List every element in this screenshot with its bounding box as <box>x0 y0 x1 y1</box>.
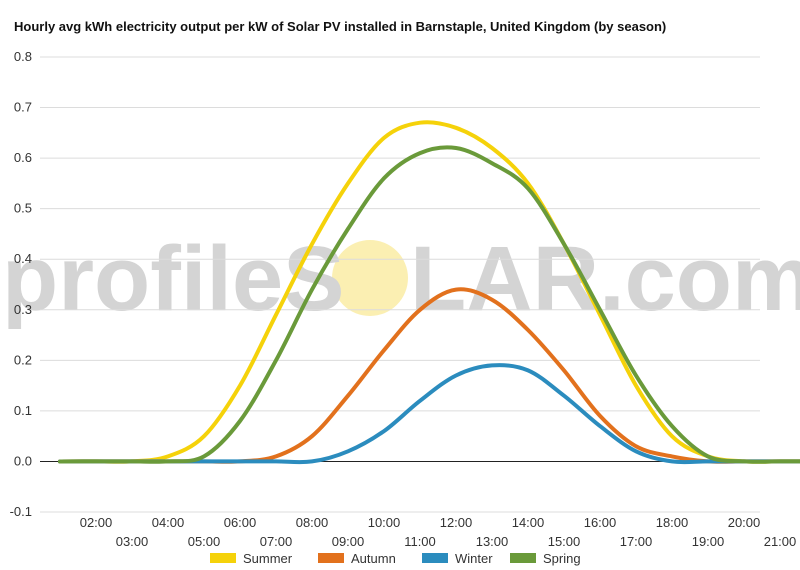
x-tick-label: 11:00 <box>404 534 436 549</box>
x-tick-label: 12:00 <box>440 515 473 530</box>
series-lines <box>58 120 800 465</box>
y-tick-label: -0.1 <box>10 504 32 519</box>
legend-swatch-spring <box>510 553 536 563</box>
y-tick-label: 0.1 <box>14 403 32 418</box>
legend-label-summer: Summer <box>243 551 293 566</box>
x-tick-label: 04:00 <box>152 515 185 530</box>
x-tick-label: 18:00 <box>656 515 689 530</box>
y-tick-label: 0.7 <box>14 100 32 115</box>
x-tick-label: 16:00 <box>584 515 617 530</box>
gridlines <box>40 56 760 513</box>
y-tick-label: 0.5 <box>14 201 32 216</box>
series-line-summer <box>58 120 800 464</box>
x-tick-label: 02:00 <box>80 515 113 530</box>
x-tick-label: 09:00 <box>332 534 365 549</box>
chart-title: Hourly avg kWh electricity output per kW… <box>14 19 667 34</box>
legend-label-autumn: Autumn <box>351 551 396 566</box>
x-tick-label: 21:00 <box>764 534 797 549</box>
x-tick-label: 13:00 <box>476 534 509 549</box>
x-tick-label: 07:00 <box>260 534 293 549</box>
legend-label-spring: Spring <box>543 551 581 566</box>
legend-swatch-winter <box>422 553 448 563</box>
legend-swatch-autumn <box>318 553 344 563</box>
x-tick-label: 20:00 <box>728 515 761 530</box>
y-tick-label: 0.6 <box>14 150 32 165</box>
watermark: profileS LAR.com <box>2 228 800 330</box>
y-tick-label: 0.4 <box>14 251 32 266</box>
series-line-spring <box>58 145 800 464</box>
y-tick-label: 0.0 <box>14 453 32 468</box>
x-tick-label: 06:00 <box>224 515 257 530</box>
legend-swatch-summer <box>210 553 236 563</box>
x-tick-label: 15:00 <box>548 534 581 549</box>
y-tick-label: 0.8 <box>14 49 32 64</box>
x-tick-label: 08:00 <box>296 515 329 530</box>
y-axis: -0.1 0.0 0.1 0.2 0.3 0.4 0.5 0.6 0.7 0.8 <box>10 49 32 519</box>
x-axis: 02:00 04:00 06:00 08:00 10:00 12:00 14:00 16:00… <box>80 515 797 549</box>
x-tick-label: 19:00 <box>692 534 725 549</box>
x-tick-label: 17:00 <box>620 534 653 549</box>
legend: Summer Autumn Winter Spring <box>210 551 581 566</box>
x-tick-label: 05:00 <box>188 534 221 549</box>
x-tick-label: 10:00 <box>368 515 401 530</box>
legend-label-winter: Winter <box>455 551 493 566</box>
y-tick-label: 0.3 <box>14 302 32 317</box>
watermark-text-left: profileS <box>2 228 344 330</box>
x-tick-label: 03:00 <box>116 534 149 549</box>
watermark-text-right: LAR.com <box>410 228 800 330</box>
y-tick-label: 0.2 <box>14 352 32 367</box>
x-tick-label: 14:00 <box>512 515 545 530</box>
